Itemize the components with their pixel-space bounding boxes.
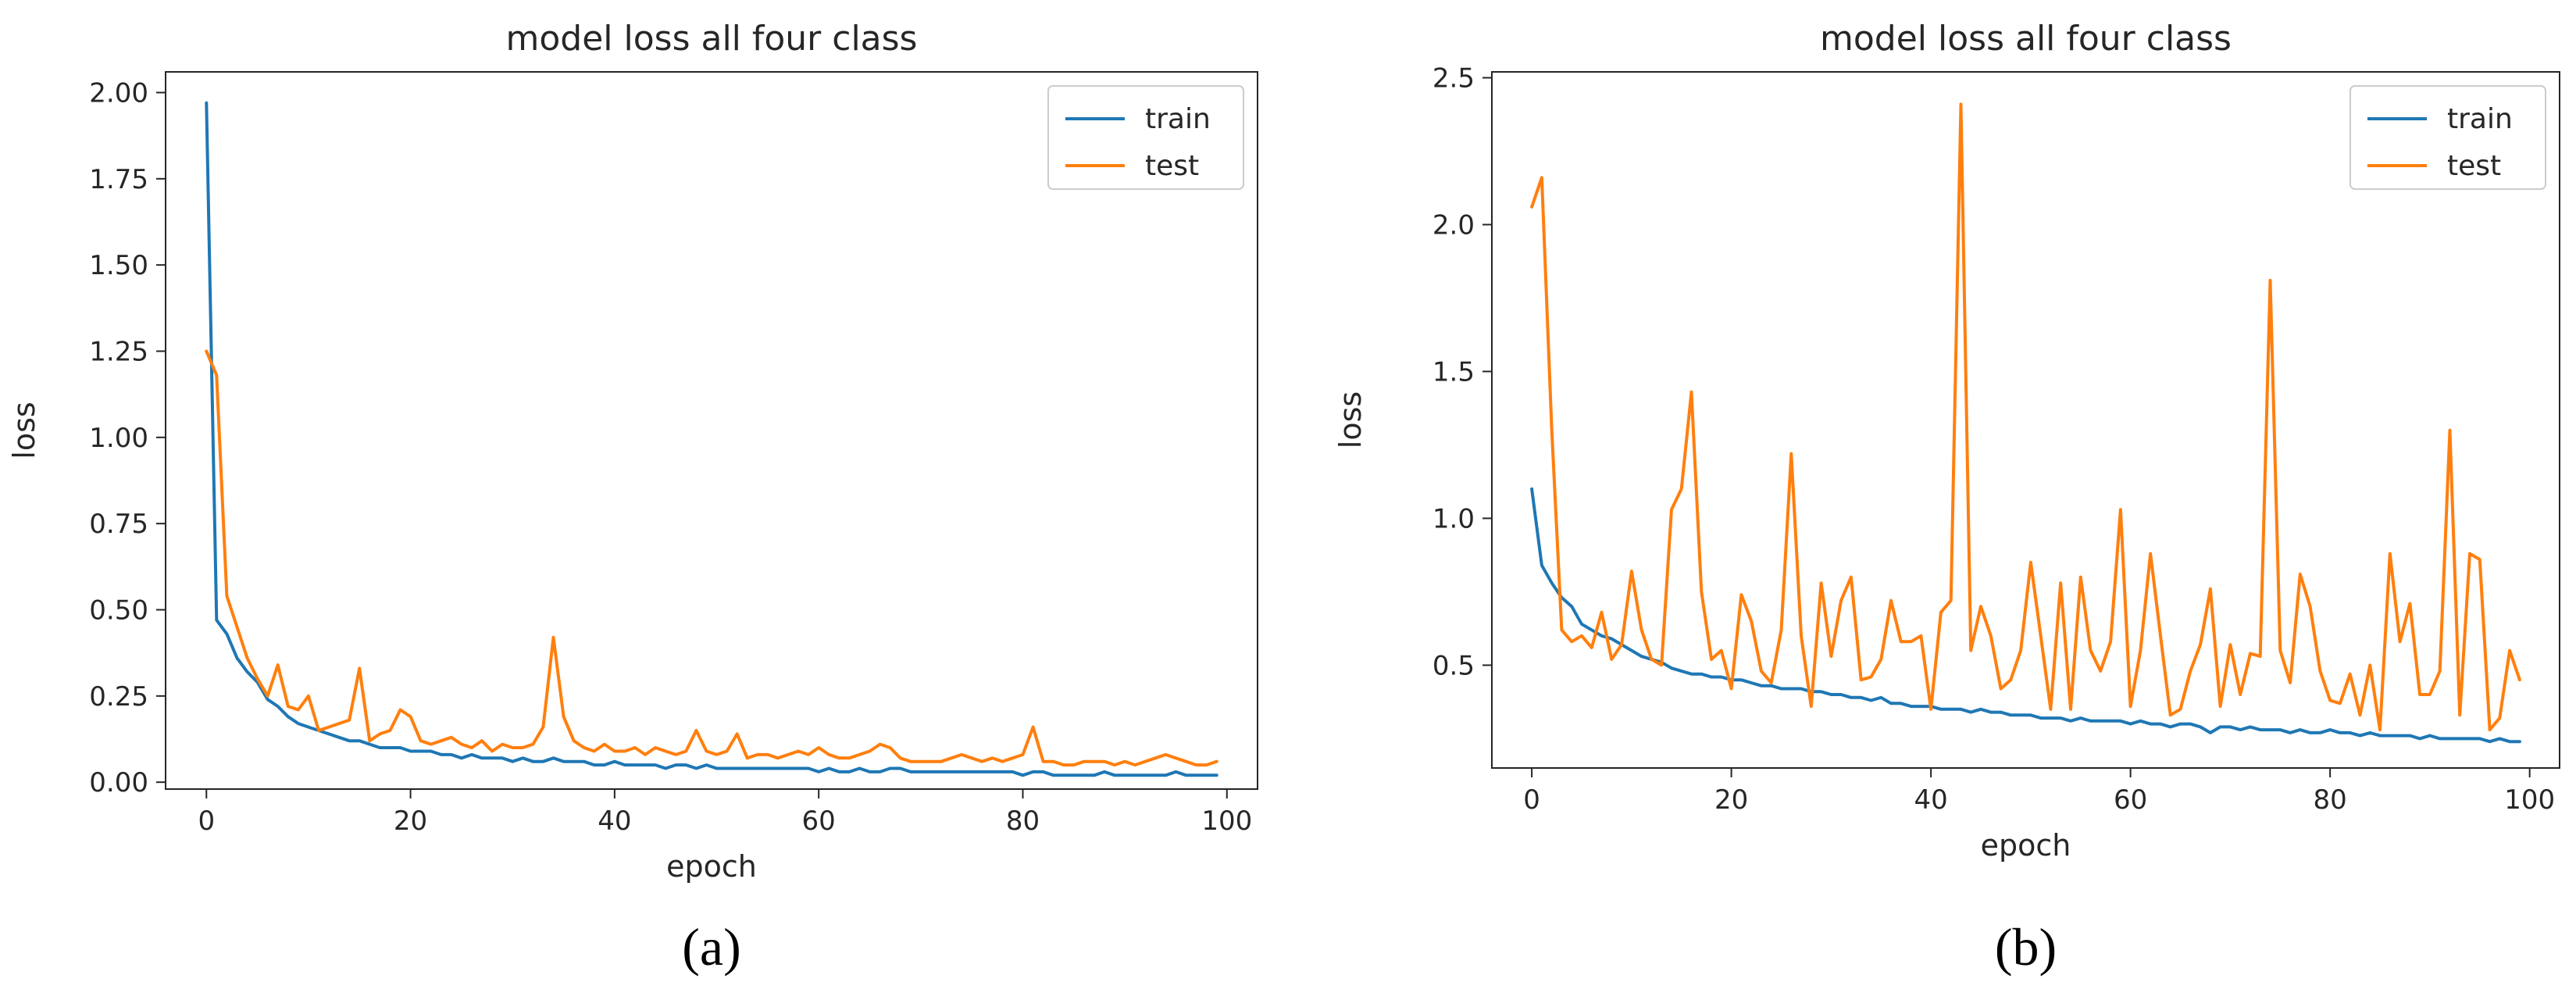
legend-label-train: train bbox=[2447, 103, 2513, 135]
y-axis-label: loss bbox=[1333, 391, 1368, 448]
panel-label: (a) bbox=[682, 917, 740, 977]
legend: train test bbox=[2349, 85, 2546, 190]
x-tick-label: 20 bbox=[394, 805, 427, 837]
y-tick-label: 2.0 bbox=[1432, 209, 1475, 241]
series-lines bbox=[205, 101, 1218, 777]
x-tick-label: 40 bbox=[598, 805, 631, 837]
x-tick-label: 0 bbox=[1523, 784, 1540, 816]
y-tick-label: 0.75 bbox=[89, 509, 148, 540]
chart-panel-a: model loss all four class loss epoch (a)… bbox=[7, 19, 1258, 977]
x-tick-label: 60 bbox=[2114, 784, 2147, 816]
series-line-test bbox=[205, 349, 1218, 767]
y-tick-label: 1.25 bbox=[89, 336, 148, 367]
legend-label-test: test bbox=[2447, 150, 2501, 182]
series-line-test bbox=[1530, 102, 2521, 732]
plot-frame bbox=[1491, 71, 2560, 769]
series-lines bbox=[1530, 102, 2521, 744]
y-tick-label: 0.5 bbox=[1432, 650, 1475, 681]
series-line-train bbox=[1530, 487, 2521, 744]
chart-title: model loss all four class bbox=[506, 19, 918, 59]
x-tick-label: 40 bbox=[1914, 784, 1947, 816]
x-tick-label: 100 bbox=[2504, 784, 2555, 816]
y-tick-label: 0.25 bbox=[89, 681, 148, 713]
legend-label-train: train bbox=[1145, 103, 1211, 135]
axis-ticks: 0 20 40 60 80 100 0.00 0.25 0.50 0.75 1.00 1.25 1.50… bbox=[89, 77, 1252, 837]
legend: train test bbox=[1047, 85, 1244, 190]
legend-label-test: test bbox=[1145, 150, 1199, 182]
axis-ticks: 0 20 40 60 80 100 0.5 1.0 1.5 2.0 2.5 bbox=[1432, 63, 2555, 816]
y-tick-label: 1.0 bbox=[1432, 503, 1475, 534]
y-tick-label: 0.50 bbox=[89, 595, 148, 627]
legend-box bbox=[2349, 85, 2546, 190]
y-tick-label: 1.75 bbox=[89, 164, 148, 195]
y-tick-label: 1.50 bbox=[89, 250, 148, 281]
x-tick-label: 20 bbox=[1714, 784, 1748, 816]
panel-label: (b) bbox=[1995, 917, 2057, 977]
legend-box bbox=[1047, 85, 1244, 190]
x-tick-label: 0 bbox=[198, 805, 215, 837]
x-axis-label: epoch bbox=[666, 849, 757, 884]
y-tick-label: 1.00 bbox=[89, 423, 148, 454]
plot-frame bbox=[165, 71, 1258, 790]
x-tick-label: 60 bbox=[802, 805, 836, 837]
y-tick-label: 2.5 bbox=[1432, 63, 1475, 95]
x-axis-label: epoch bbox=[1981, 828, 2071, 863]
y-tick-label: 0.00 bbox=[89, 767, 148, 798]
x-tick-label: 80 bbox=[1006, 805, 1040, 837]
x-tick-label: 100 bbox=[1201, 805, 1252, 837]
chart-title: model loss all four class bbox=[1820, 19, 2232, 59]
chart-panel-b: model loss all four class loss epoch (b)… bbox=[1333, 19, 2560, 977]
x-tick-label: 80 bbox=[2314, 784, 2347, 816]
y-tick-label: 2.00 bbox=[89, 77, 148, 109]
y-tick-label: 1.5 bbox=[1432, 356, 1475, 388]
y-axis-label: loss bbox=[7, 402, 41, 459]
series-line-train bbox=[205, 101, 1218, 777]
